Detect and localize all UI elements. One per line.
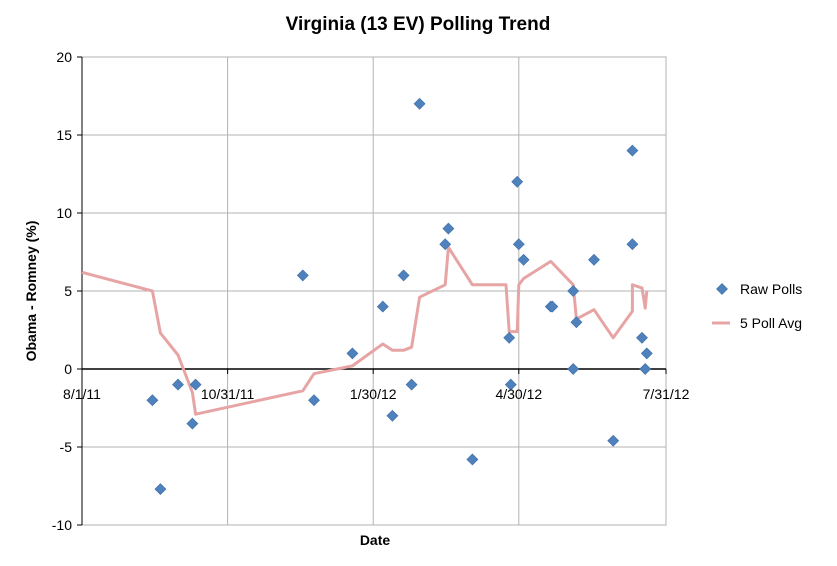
raw-poll-point <box>146 394 159 407</box>
raw-poll-point <box>172 378 184 391</box>
raw-poll-point <box>517 253 530 266</box>
raw-poll-point <box>567 285 580 297</box>
raw-poll-point <box>296 269 309 282</box>
raw-poll-point <box>570 316 583 329</box>
raw-poll-point <box>640 347 653 360</box>
raw-poll-point <box>405 378 418 391</box>
raw-poll-point <box>346 347 359 360</box>
avg-line <box>81 245 649 416</box>
legend-raw-polls-label: Raw Polls <box>740 281 802 297</box>
raw-poll-point <box>442 222 455 235</box>
raw-poll-point <box>607 434 620 447</box>
raw-poll-point <box>376 300 389 313</box>
raw-poll-point <box>546 300 559 313</box>
raw-poll-point <box>639 363 652 375</box>
raw-poll-point <box>567 363 580 375</box>
legend: Raw Polls 5 Poll Avg <box>712 281 802 331</box>
x-axis-title: Date <box>360 532 391 548</box>
grid <box>81 56 667 526</box>
raw-poll-point <box>503 331 516 344</box>
legend-raw-polls-marker <box>716 283 728 295</box>
y-axis-title: Obama - Romney (%) <box>23 221 39 362</box>
raw-poll-point <box>626 144 639 157</box>
legend-5-poll-avg-label: 5 Poll Avg <box>740 315 802 331</box>
y-tick-label: -5 <box>60 439 73 455</box>
raw-poll-point <box>308 394 320 407</box>
raw-poll-point <box>511 175 524 188</box>
raw-poll-point <box>636 331 648 344</box>
x-tick-label: 7/31/12 <box>643 386 690 402</box>
x-tick-label: 8/1/11 <box>63 386 101 402</box>
raw-poll-point <box>504 378 517 391</box>
raw-poll-point <box>588 253 600 266</box>
y-tick-label: 0 <box>64 361 72 377</box>
raw-series <box>146 97 653 496</box>
raw-poll-point <box>626 238 639 251</box>
raw-poll-point <box>413 97 426 110</box>
avg-series <box>81 245 649 416</box>
y-tick-label: 20 <box>56 49 72 65</box>
raw-poll-point <box>189 378 202 391</box>
raw-poll-point <box>397 269 410 282</box>
x-tick-label: 1/30/12 <box>350 386 397 402</box>
raw-poll-point <box>154 483 167 496</box>
x-tick-label: 10/31/11 <box>201 386 255 402</box>
chart-title: Virginia (13 EV) Polling Trend <box>286 14 551 35</box>
y-tick-label: 10 <box>56 205 72 221</box>
y-tick-label: -10 <box>52 517 72 533</box>
raw-poll-point <box>439 238 452 251</box>
raw-poll-point <box>512 238 525 251</box>
y-tick-label: 15 <box>56 127 72 143</box>
y-tick-label: 5 <box>64 283 72 299</box>
tick-labels: -10 -5 0 5 10 15 20 8/1/11 10/31/11 1/30/12 4/30/1… <box>52 49 690 533</box>
raw-poll-point <box>186 417 199 430</box>
raw-poll-point <box>466 453 479 466</box>
x-tick-label: 4/30/12 <box>495 386 542 402</box>
raw-poll-point <box>386 409 399 422</box>
